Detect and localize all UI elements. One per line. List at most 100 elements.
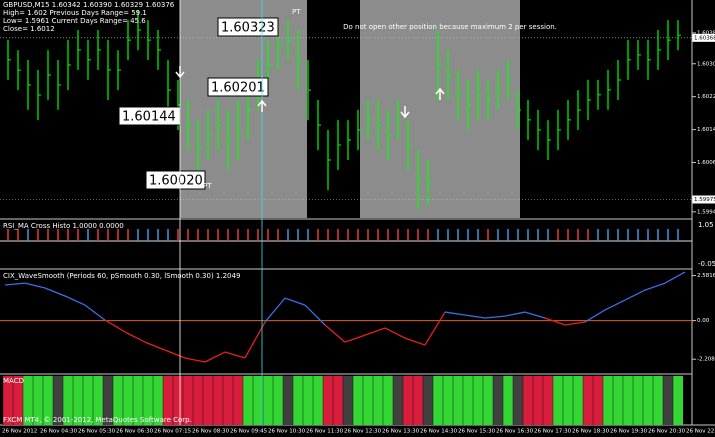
wave-segment bbox=[124, 331, 146, 343]
time-label: 26 Nov 14:30 bbox=[420, 429, 458, 435]
footer: FXCM MT4, © 2001-2012, MetaQuotes Softwa… bbox=[3, 416, 192, 424]
wave-segment bbox=[584, 309, 606, 323]
price-label-box bbox=[207, 77, 269, 97]
wave-segment bbox=[84, 304, 106, 321]
wave-segment bbox=[664, 271, 686, 284]
macd-column bbox=[673, 376, 683, 425]
time-label: 26 Nov 04:30 bbox=[40, 429, 78, 435]
price-label: 1.60201 bbox=[211, 81, 265, 96]
price-marker bbox=[692, 33, 715, 42]
panel-label: MACD bbox=[3, 377, 24, 385]
macd-column bbox=[463, 376, 473, 425]
macd-column bbox=[223, 376, 233, 425]
y-tick-label: 2.5816 bbox=[697, 273, 715, 279]
macd-column bbox=[153, 376, 163, 425]
wave-segment bbox=[384, 327, 406, 339]
macd-column bbox=[473, 376, 483, 425]
buy-arrow bbox=[257, 99, 267, 112]
price-label: 1.60020 bbox=[149, 174, 203, 189]
macd-column bbox=[63, 376, 73, 425]
macd-column bbox=[3, 376, 13, 425]
wave-segment bbox=[604, 299, 626, 311]
macd-column bbox=[73, 376, 83, 425]
price-label-box bbox=[145, 170, 206, 190]
wave-segment bbox=[324, 324, 346, 343]
pt-tag: PT bbox=[292, 8, 301, 16]
price-marker bbox=[692, 195, 715, 204]
panel-label: CIX_WaveSmooth (Periods 60, pSmooth 0.30… bbox=[3, 272, 240, 280]
time-label: 26 Nov 20:30 bbox=[648, 429, 686, 435]
range-info: Low= 1.5961 Current Days Range= 45.6 bbox=[3, 17, 146, 25]
macd-column bbox=[633, 376, 643, 425]
wave-segment bbox=[184, 357, 206, 363]
macd-column bbox=[113, 376, 123, 425]
macd-column bbox=[43, 376, 53, 425]
time-label: 26 Nov 2012 bbox=[2, 429, 37, 435]
macd-column bbox=[313, 376, 323, 425]
arrows bbox=[175, 66, 445, 119]
macd-column bbox=[373, 376, 383, 425]
macd-column bbox=[233, 376, 243, 425]
time-label: 26 Nov 16:30 bbox=[496, 429, 534, 435]
macd-column bbox=[623, 376, 633, 425]
macd-column bbox=[533, 376, 543, 425]
wave-segment bbox=[224, 351, 246, 359]
notice: Do not open other position because maxim… bbox=[343, 23, 557, 31]
y-tick-label: 1.60225 bbox=[697, 94, 715, 100]
wave-segment bbox=[44, 287, 66, 297]
wave-segment bbox=[564, 321, 586, 326]
macd-column bbox=[483, 376, 493, 425]
macd-column bbox=[663, 376, 673, 425]
macd-column bbox=[433, 376, 443, 425]
macd-column bbox=[503, 376, 513, 425]
y-tick-label: 1.60305 bbox=[697, 61, 715, 67]
macd-column bbox=[23, 376, 33, 425]
price-label: 1.60144 bbox=[122, 110, 176, 125]
macd-column bbox=[53, 376, 63, 425]
wave-segment bbox=[444, 311, 466, 316]
macd-column bbox=[163, 376, 173, 425]
macd-column bbox=[573, 376, 583, 425]
macd-column bbox=[13, 376, 23, 425]
macd-column bbox=[643, 376, 653, 425]
macd-column bbox=[553, 376, 563, 425]
time-label: 26 Nov 18:30 bbox=[572, 429, 610, 435]
macd-column bbox=[383, 376, 393, 425]
sell-arrow bbox=[400, 106, 410, 119]
wave-segment bbox=[104, 319, 126, 333]
time-label: 26 Nov 08:30 bbox=[192, 429, 230, 435]
macd-column bbox=[443, 376, 453, 425]
wave-segment bbox=[164, 349, 186, 359]
y-tick-label: -2.2087 bbox=[697, 357, 715, 363]
price-label-box bbox=[217, 17, 279, 37]
macd-column bbox=[593, 376, 603, 425]
macd-column bbox=[173, 376, 183, 425]
wave-segment bbox=[4, 282, 26, 286]
macd-column bbox=[273, 376, 283, 425]
buy-arrow bbox=[435, 87, 445, 100]
close-info: Close= 1.6012 bbox=[3, 25, 55, 33]
y-tick-label: 1.60145 bbox=[697, 127, 715, 133]
macd-column bbox=[413, 376, 423, 425]
wave-segment bbox=[484, 315, 506, 319]
time-label: 26 Nov 17:30 bbox=[534, 429, 572, 435]
time-label: 26 Nov 15:30 bbox=[458, 429, 496, 435]
panel-label: RSI_MA Cross Histo 1.0000 0.0000 bbox=[3, 222, 124, 230]
time-label: 26 Nov 06:30 bbox=[116, 429, 154, 435]
price-label: 1.60323 bbox=[221, 21, 275, 36]
time-label: 26 Nov 07:15 bbox=[154, 429, 192, 435]
wave-segment bbox=[424, 311, 446, 346]
wave-segment bbox=[364, 327, 386, 336]
time-label: 26 Nov 10:30 bbox=[268, 429, 306, 435]
wave-segment bbox=[144, 341, 166, 351]
macd-column bbox=[33, 376, 43, 425]
wave-segment bbox=[464, 314, 486, 319]
time-label: 26 Nov 22:30 bbox=[686, 429, 715, 435]
wave-segment bbox=[544, 317, 566, 326]
macd-column bbox=[103, 376, 113, 425]
price-marker-label: 1.59975 bbox=[694, 197, 715, 203]
range-info: High= 1.602 Previous Days Range= 59.1 bbox=[3, 9, 147, 17]
macd-column bbox=[193, 376, 203, 425]
